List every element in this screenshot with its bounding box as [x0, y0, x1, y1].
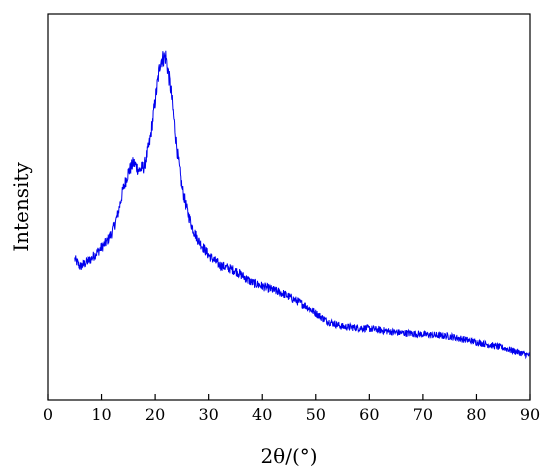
series-layer [74, 50, 531, 360]
y-axis-title: Intensity [9, 162, 33, 252]
x-tick-label: 90 [520, 405, 540, 424]
series-line [74, 50, 531, 360]
x-tick-label: 50 [306, 405, 326, 424]
x-tick-label: 40 [252, 405, 272, 424]
x-tick-label: 60 [359, 405, 379, 424]
x-tick-label: 10 [91, 405, 111, 424]
x-tick-label: 20 [145, 405, 165, 424]
x-tick-label: 80 [466, 405, 486, 424]
x-tick-label: 70 [413, 405, 433, 424]
x-axis-ticks: 0 10 20 30 40 50 60 70 80 90 [43, 394, 540, 424]
x-axis-title: 2θ/(°) [260, 444, 317, 468]
x-tick-label: 0 [43, 405, 53, 424]
x-tick-label: 30 [198, 405, 218, 424]
plot-frame [47, 13, 531, 401]
